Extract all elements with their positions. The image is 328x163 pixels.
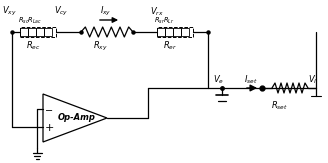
Text: $V_{xy}$: $V_{xy}$ bbox=[2, 5, 17, 18]
Bar bbox=[173, 28, 181, 36]
Text: $R_{ec}$: $R_{ec}$ bbox=[26, 40, 41, 52]
Text: $R_{sc}R_{Lac}$: $R_{sc}R_{Lac}$ bbox=[18, 16, 42, 26]
Bar bbox=[165, 28, 173, 36]
Text: $V_{cy}$: $V_{cy}$ bbox=[54, 5, 69, 18]
Text: $-$: $-$ bbox=[44, 104, 53, 114]
Bar bbox=[157, 27, 193, 37]
Text: $R_{set}$: $R_{set}$ bbox=[271, 100, 288, 112]
Bar bbox=[20, 28, 28, 36]
Text: $I_{xy}$: $I_{xy}$ bbox=[100, 5, 112, 18]
Text: $V_e$: $V_e$ bbox=[213, 73, 224, 86]
Bar bbox=[157, 28, 165, 36]
Text: $R_{sr}R_{Lr}$: $R_{sr}R_{Lr}$ bbox=[154, 16, 174, 26]
Text: $R_{er}$: $R_{er}$ bbox=[163, 40, 177, 52]
Bar bbox=[181, 28, 189, 36]
Text: $+$: $+$ bbox=[44, 122, 54, 133]
Bar bbox=[28, 28, 36, 36]
Text: $V_{rx}$: $V_{rx}$ bbox=[150, 5, 164, 17]
Text: Op-Amp: Op-Amp bbox=[58, 113, 96, 123]
Bar bbox=[44, 28, 52, 36]
Text: $I_{set}$: $I_{set}$ bbox=[244, 73, 257, 86]
Text: $R_{xy}$: $R_{xy}$ bbox=[93, 40, 108, 53]
Text: $V_l$: $V_l$ bbox=[308, 73, 317, 86]
Bar bbox=[20, 27, 56, 37]
Bar bbox=[36, 28, 44, 36]
